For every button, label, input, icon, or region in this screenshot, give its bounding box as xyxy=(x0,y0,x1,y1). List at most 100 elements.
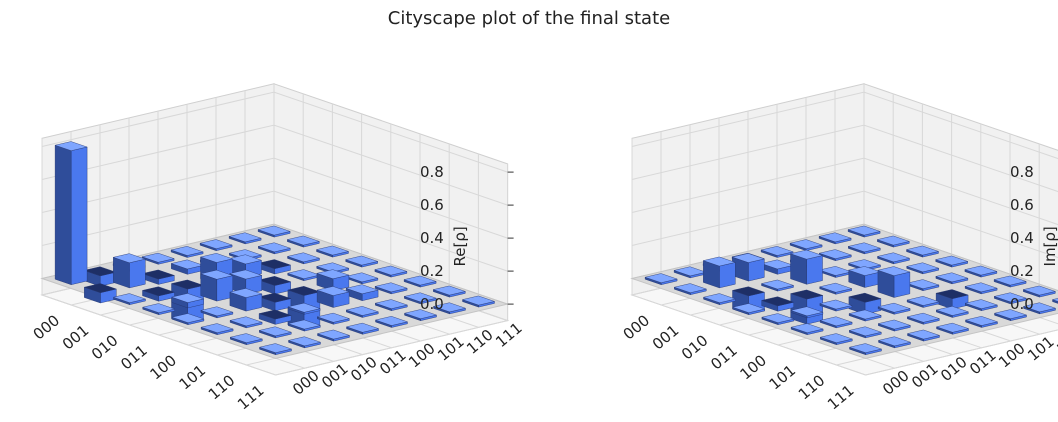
col-tick-label: 001 xyxy=(908,360,942,392)
bar-face-top xyxy=(789,249,824,260)
bar xyxy=(876,252,911,265)
bar-face-top xyxy=(905,262,940,273)
row-tick-label: 010 xyxy=(678,331,712,363)
bar-face-top xyxy=(1051,298,1058,302)
bar xyxy=(141,269,176,285)
col-tick-label: 100 xyxy=(405,339,439,371)
bar-face-top xyxy=(1022,285,1057,296)
bar xyxy=(877,319,912,332)
bar-face-top xyxy=(141,303,176,313)
bar xyxy=(906,329,941,342)
bar xyxy=(141,303,176,315)
bar-face-top xyxy=(54,141,88,151)
bar-face-top xyxy=(876,252,911,263)
z-tick-label: 0.8 xyxy=(420,163,444,181)
bar xyxy=(170,246,204,258)
bar xyxy=(258,292,292,312)
bar-face-top xyxy=(316,269,350,280)
z-tick-label: 0.6 xyxy=(1010,196,1034,214)
bar xyxy=(141,286,176,302)
bar xyxy=(819,316,853,329)
grid-line xyxy=(631,190,1058,259)
bar-face-top xyxy=(141,286,176,297)
bar-face-top xyxy=(374,265,408,276)
bar xyxy=(644,273,678,285)
bar xyxy=(83,266,117,287)
bar xyxy=(993,275,1027,288)
z-tick-label: 0.6 xyxy=(420,196,444,214)
bar xyxy=(257,259,292,275)
bar xyxy=(935,306,970,318)
z-tick-label: 0.0 xyxy=(420,295,444,313)
bar-face-top xyxy=(993,309,1028,319)
bar-face-top xyxy=(229,288,263,298)
z-tick-label: 0.2 xyxy=(420,262,444,280)
bar-face-top xyxy=(286,235,321,246)
bar-face-top xyxy=(403,292,438,303)
bar-face-top xyxy=(83,283,118,293)
bar xyxy=(964,265,998,278)
bar-face-top xyxy=(818,282,853,293)
bar xyxy=(877,336,912,349)
bar xyxy=(374,265,408,278)
bar-face-top xyxy=(935,272,969,283)
bar xyxy=(258,343,293,355)
bar xyxy=(229,333,264,345)
bar xyxy=(789,249,824,285)
bar-face-top xyxy=(258,343,293,353)
row-tick-label: 110 xyxy=(795,371,829,403)
bar xyxy=(877,302,911,315)
bar xyxy=(345,272,379,285)
bar xyxy=(432,285,467,298)
bar-face-top xyxy=(702,256,737,267)
row-tick-label: 000 xyxy=(620,311,654,343)
bar-face-top xyxy=(964,265,998,276)
bar-face-top xyxy=(170,293,205,303)
bar xyxy=(818,249,853,261)
grid-line xyxy=(865,329,1058,376)
bar xyxy=(877,266,911,298)
bar-face-top xyxy=(345,272,379,283)
bar xyxy=(790,323,824,335)
bar xyxy=(935,289,969,310)
bar-face-top xyxy=(673,283,708,293)
bar xyxy=(258,326,293,339)
row-tick-label: 001 xyxy=(59,321,93,353)
bar xyxy=(112,253,147,289)
bar xyxy=(760,246,794,258)
row-tick-label: 100 xyxy=(736,351,770,383)
bar xyxy=(761,313,795,325)
bar xyxy=(848,343,883,355)
row-tick-label: 001 xyxy=(649,321,683,353)
bar-face-top xyxy=(374,316,409,326)
bar-face-top xyxy=(258,292,292,303)
col-tick-label: 111 xyxy=(492,319,526,351)
bar-face-top xyxy=(374,299,409,309)
bar xyxy=(316,286,350,308)
bar-face-top xyxy=(964,282,998,293)
bar-face-top xyxy=(141,269,176,280)
bar xyxy=(228,232,262,245)
bar xyxy=(374,282,408,295)
bar xyxy=(432,302,467,315)
bar-face-top xyxy=(760,246,794,256)
bar-face-top xyxy=(229,333,264,343)
bar-face-top xyxy=(141,252,175,263)
bar xyxy=(1022,302,1057,315)
bar-face-top xyxy=(906,329,941,340)
bar-face-top xyxy=(847,242,882,253)
bar xyxy=(200,306,234,319)
row-tick-label: 010 xyxy=(88,331,122,363)
col-tick-label: 100 xyxy=(995,339,1029,371)
bar-face-top xyxy=(112,253,147,264)
bar xyxy=(964,299,999,311)
bar xyxy=(228,269,263,295)
row-tick-label: 101 xyxy=(176,361,210,393)
bar-face-top xyxy=(906,279,940,289)
bar xyxy=(374,299,409,311)
grid-line xyxy=(631,157,1058,226)
bar xyxy=(731,253,766,282)
bar-face-front xyxy=(129,258,146,289)
bar xyxy=(403,309,438,321)
